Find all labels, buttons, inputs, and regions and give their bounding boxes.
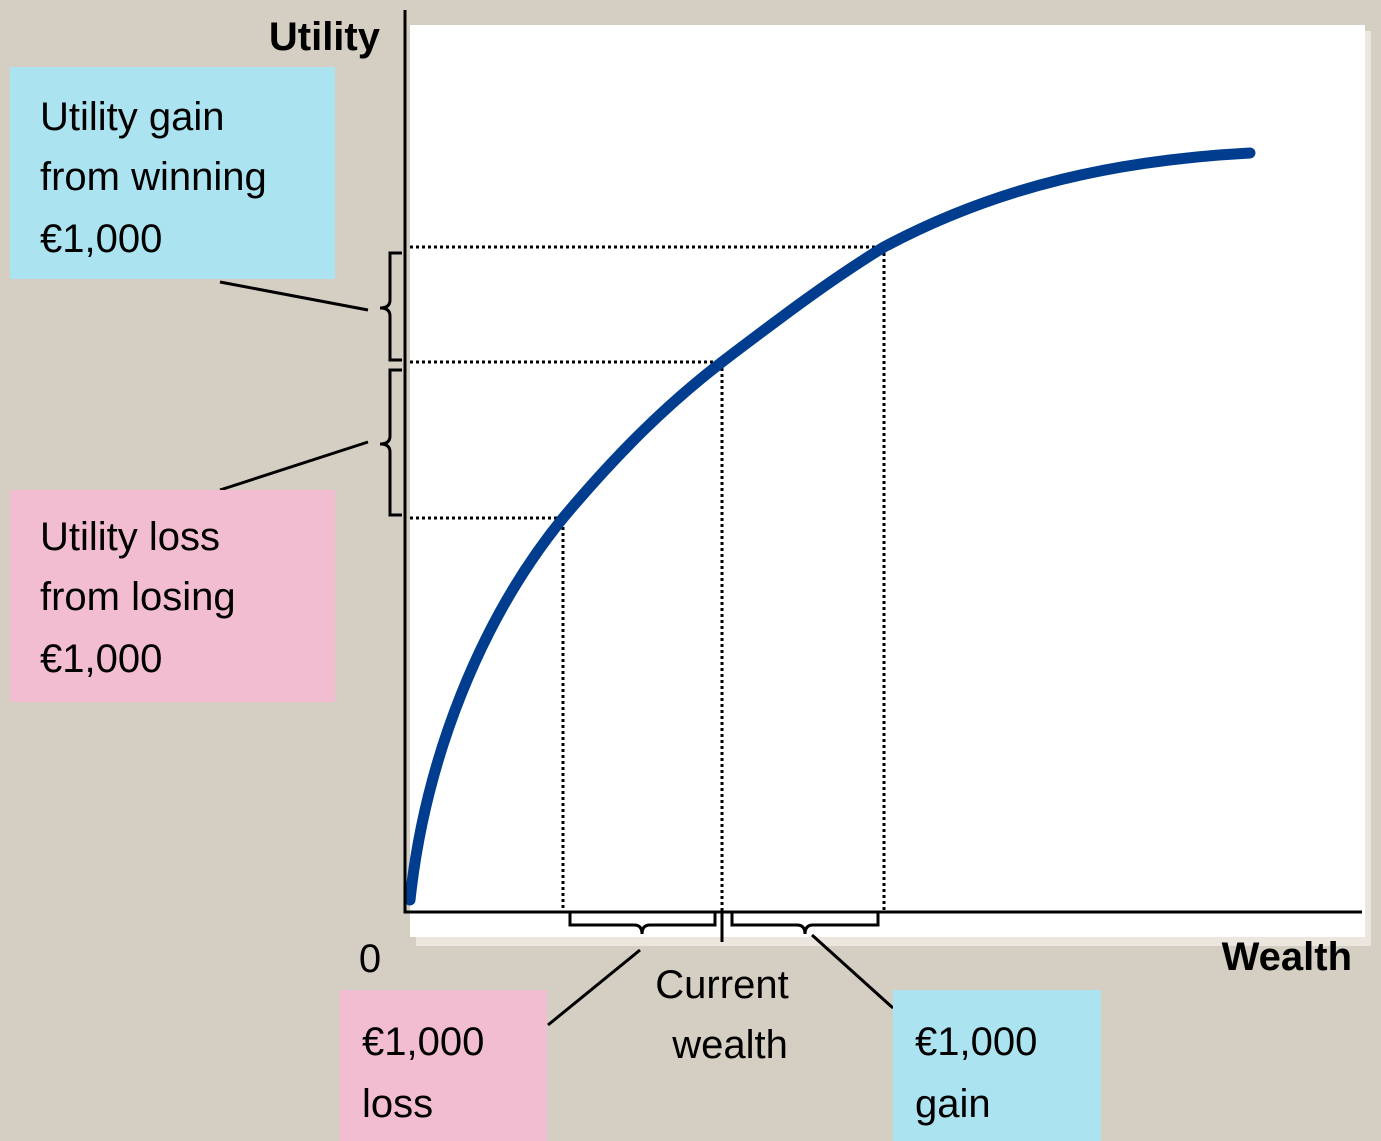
note-line: Current <box>655 963 788 1007</box>
note-line: €1,000 <box>915 1020 1037 1064</box>
loss-box <box>10 490 335 702</box>
note-line: from losing <box>40 575 236 619</box>
note-line: loss <box>362 1082 433 1126</box>
pointer-lines <box>219 280 895 1027</box>
loss-brace <box>379 368 402 517</box>
note-line: Utility gain <box>40 95 225 139</box>
axes <box>403 10 1362 914</box>
note-line: wealth <box>671 1023 788 1067</box>
loss-amount-box <box>340 990 547 1141</box>
note-line: €1,000 <box>40 637 162 681</box>
gain-brace <box>379 251 402 362</box>
y-axis-label: Utility <box>269 15 381 59</box>
note-line: €1,000 <box>362 1020 484 1064</box>
note-line: €1,000 <box>40 217 162 261</box>
note-line: from winning <box>40 155 267 199</box>
gain-box <box>10 67 335 279</box>
gain-x-brace <box>730 912 880 935</box>
note-line: Utility loss <box>40 515 220 559</box>
utility-curve <box>404 147 1256 906</box>
note-line: gain <box>915 1082 991 1126</box>
gain-amount-box <box>893 990 1101 1141</box>
origin-label: 0 <box>359 937 381 981</box>
loss-x-brace <box>568 912 717 935</box>
x-axis-label: Wealth <box>1222 935 1352 979</box>
plot-area <box>410 25 1365 937</box>
